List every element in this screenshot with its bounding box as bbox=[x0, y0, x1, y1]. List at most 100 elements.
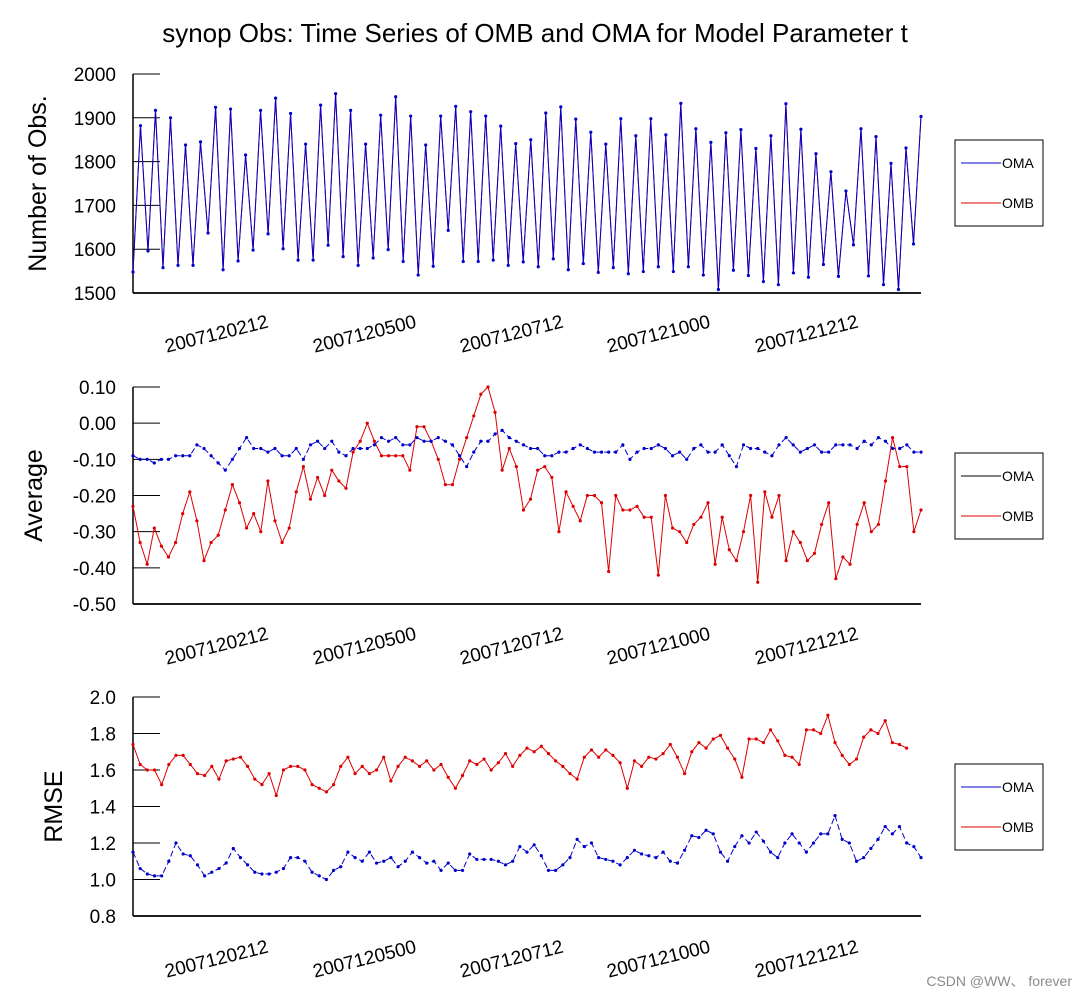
data-point-oma bbox=[804, 850, 808, 854]
data-point-omb bbox=[848, 562, 852, 566]
data-point-omb bbox=[131, 504, 135, 508]
data-point-omb bbox=[238, 755, 243, 759]
data-point-omb bbox=[592, 493, 597, 498]
data-point-oma bbox=[246, 863, 250, 867]
data-point-oma bbox=[869, 846, 873, 851]
data-point-omb bbox=[493, 410, 497, 414]
x-tick-label: 2007121000 bbox=[605, 937, 713, 983]
data-point-omb bbox=[690, 750, 694, 754]
data-point-omb bbox=[372, 439, 376, 443]
data-point-oma bbox=[716, 287, 720, 292]
data-point-oma bbox=[344, 454, 348, 458]
data-point-oma bbox=[769, 134, 773, 138]
data-point-oma bbox=[266, 232, 270, 236]
legend-box bbox=[954, 763, 1044, 851]
data-point-oma bbox=[210, 870, 214, 874]
data-point-oma bbox=[168, 116, 173, 120]
data-point-oma bbox=[287, 454, 291, 458]
data-point-oma bbox=[145, 872, 149, 876]
data-point-oma bbox=[797, 841, 801, 845]
data-point-oma bbox=[374, 861, 379, 865]
data-point-omb bbox=[301, 464, 305, 469]
data-point-omb bbox=[628, 508, 632, 512]
data-point-omb bbox=[811, 728, 816, 732]
data-point-omb bbox=[905, 746, 909, 750]
data-point-omb bbox=[841, 555, 845, 559]
data-point-omb bbox=[446, 775, 450, 779]
legend-label-omb: OMB bbox=[1002, 819, 1034, 835]
data-point-oma bbox=[597, 856, 601, 860]
data-point-omb bbox=[883, 719, 887, 723]
data-point-oma bbox=[259, 446, 263, 451]
data-point-oma bbox=[727, 454, 731, 458]
data-point-omb bbox=[756, 580, 760, 584]
data-point-omb bbox=[514, 464, 518, 469]
data-point-oma bbox=[334, 92, 338, 96]
data-point-oma bbox=[339, 865, 343, 869]
data-point-omb bbox=[231, 757, 235, 761]
data-point-oma bbox=[465, 464, 469, 469]
data-point-omb bbox=[152, 526, 156, 530]
data-point-oma bbox=[500, 428, 504, 432]
data-point-oma bbox=[382, 859, 386, 863]
data-point-omb bbox=[718, 733, 723, 737]
data-point-oma bbox=[618, 863, 622, 867]
data-point-oma bbox=[851, 243, 856, 247]
data-point-oma bbox=[183, 143, 188, 147]
data-point-omb bbox=[656, 573, 660, 577]
data-point-oma bbox=[260, 872, 264, 876]
data-point-omb bbox=[876, 731, 880, 736]
data-point-oma bbox=[217, 866, 221, 871]
data-point-oma bbox=[656, 265, 660, 269]
data-point-oma bbox=[905, 841, 909, 845]
data-point-oma bbox=[663, 446, 668, 451]
data-point-oma bbox=[358, 446, 362, 451]
data-point-omb bbox=[482, 757, 486, 761]
data-point-oma bbox=[181, 852, 185, 856]
data-point-omb bbox=[618, 761, 622, 765]
data-point-omb bbox=[571, 504, 575, 508]
data-point-oma bbox=[453, 868, 457, 872]
data-point-omb bbox=[740, 775, 744, 779]
data-point-oma bbox=[862, 439, 866, 443]
data-point-oma bbox=[626, 272, 630, 276]
data-point-omb bbox=[578, 519, 582, 523]
data-point-oma bbox=[876, 436, 881, 440]
data-point-oma bbox=[351, 446, 355, 451]
data-point-oma bbox=[557, 450, 561, 454]
data-point-oma bbox=[739, 128, 743, 132]
data-point-oma bbox=[720, 443, 724, 447]
data-point-omb bbox=[820, 522, 824, 527]
data-point-oma bbox=[784, 436, 788, 440]
data-point-omb bbox=[518, 753, 522, 758]
data-point-oma bbox=[191, 263, 195, 268]
data-point-oma bbox=[303, 859, 307, 863]
data-point-oma bbox=[386, 248, 390, 252]
data-point-oma bbox=[365, 446, 369, 451]
data-point-oma bbox=[699, 443, 703, 447]
data-point-oma bbox=[805, 446, 810, 451]
data-point-omb bbox=[777, 493, 781, 498]
data-point-omb bbox=[273, 519, 277, 523]
panels: 1500 1600 1700 1800 1900 2000 Number of Obs. 20… bbox=[20, 65, 1044, 983]
data-point-oma bbox=[131, 270, 135, 274]
data-point-omb bbox=[614, 493, 618, 498]
data-point-oma bbox=[138, 457, 142, 461]
data-point-oma bbox=[883, 824, 887, 829]
data-point-oma bbox=[539, 854, 543, 858]
data-point-oma bbox=[697, 835, 701, 840]
data-point-omb bbox=[819, 731, 823, 736]
data-point-oma bbox=[403, 859, 407, 863]
data-point-omb bbox=[436, 457, 440, 461]
figure-title: synop Obs: Time Series of OMB and OMA fo… bbox=[162, 18, 908, 48]
data-point-oma bbox=[912, 845, 916, 849]
data-point-oma bbox=[763, 450, 767, 454]
data-point-omb bbox=[331, 783, 336, 787]
data-point-oma bbox=[450, 443, 455, 447]
data-point-oma bbox=[724, 131, 728, 135]
data-point-omb bbox=[511, 764, 515, 768]
data-point-omb bbox=[422, 425, 426, 429]
data-point-omb bbox=[203, 773, 207, 778]
data-point-omb bbox=[812, 551, 817, 555]
data-point-omb bbox=[296, 764, 300, 768]
